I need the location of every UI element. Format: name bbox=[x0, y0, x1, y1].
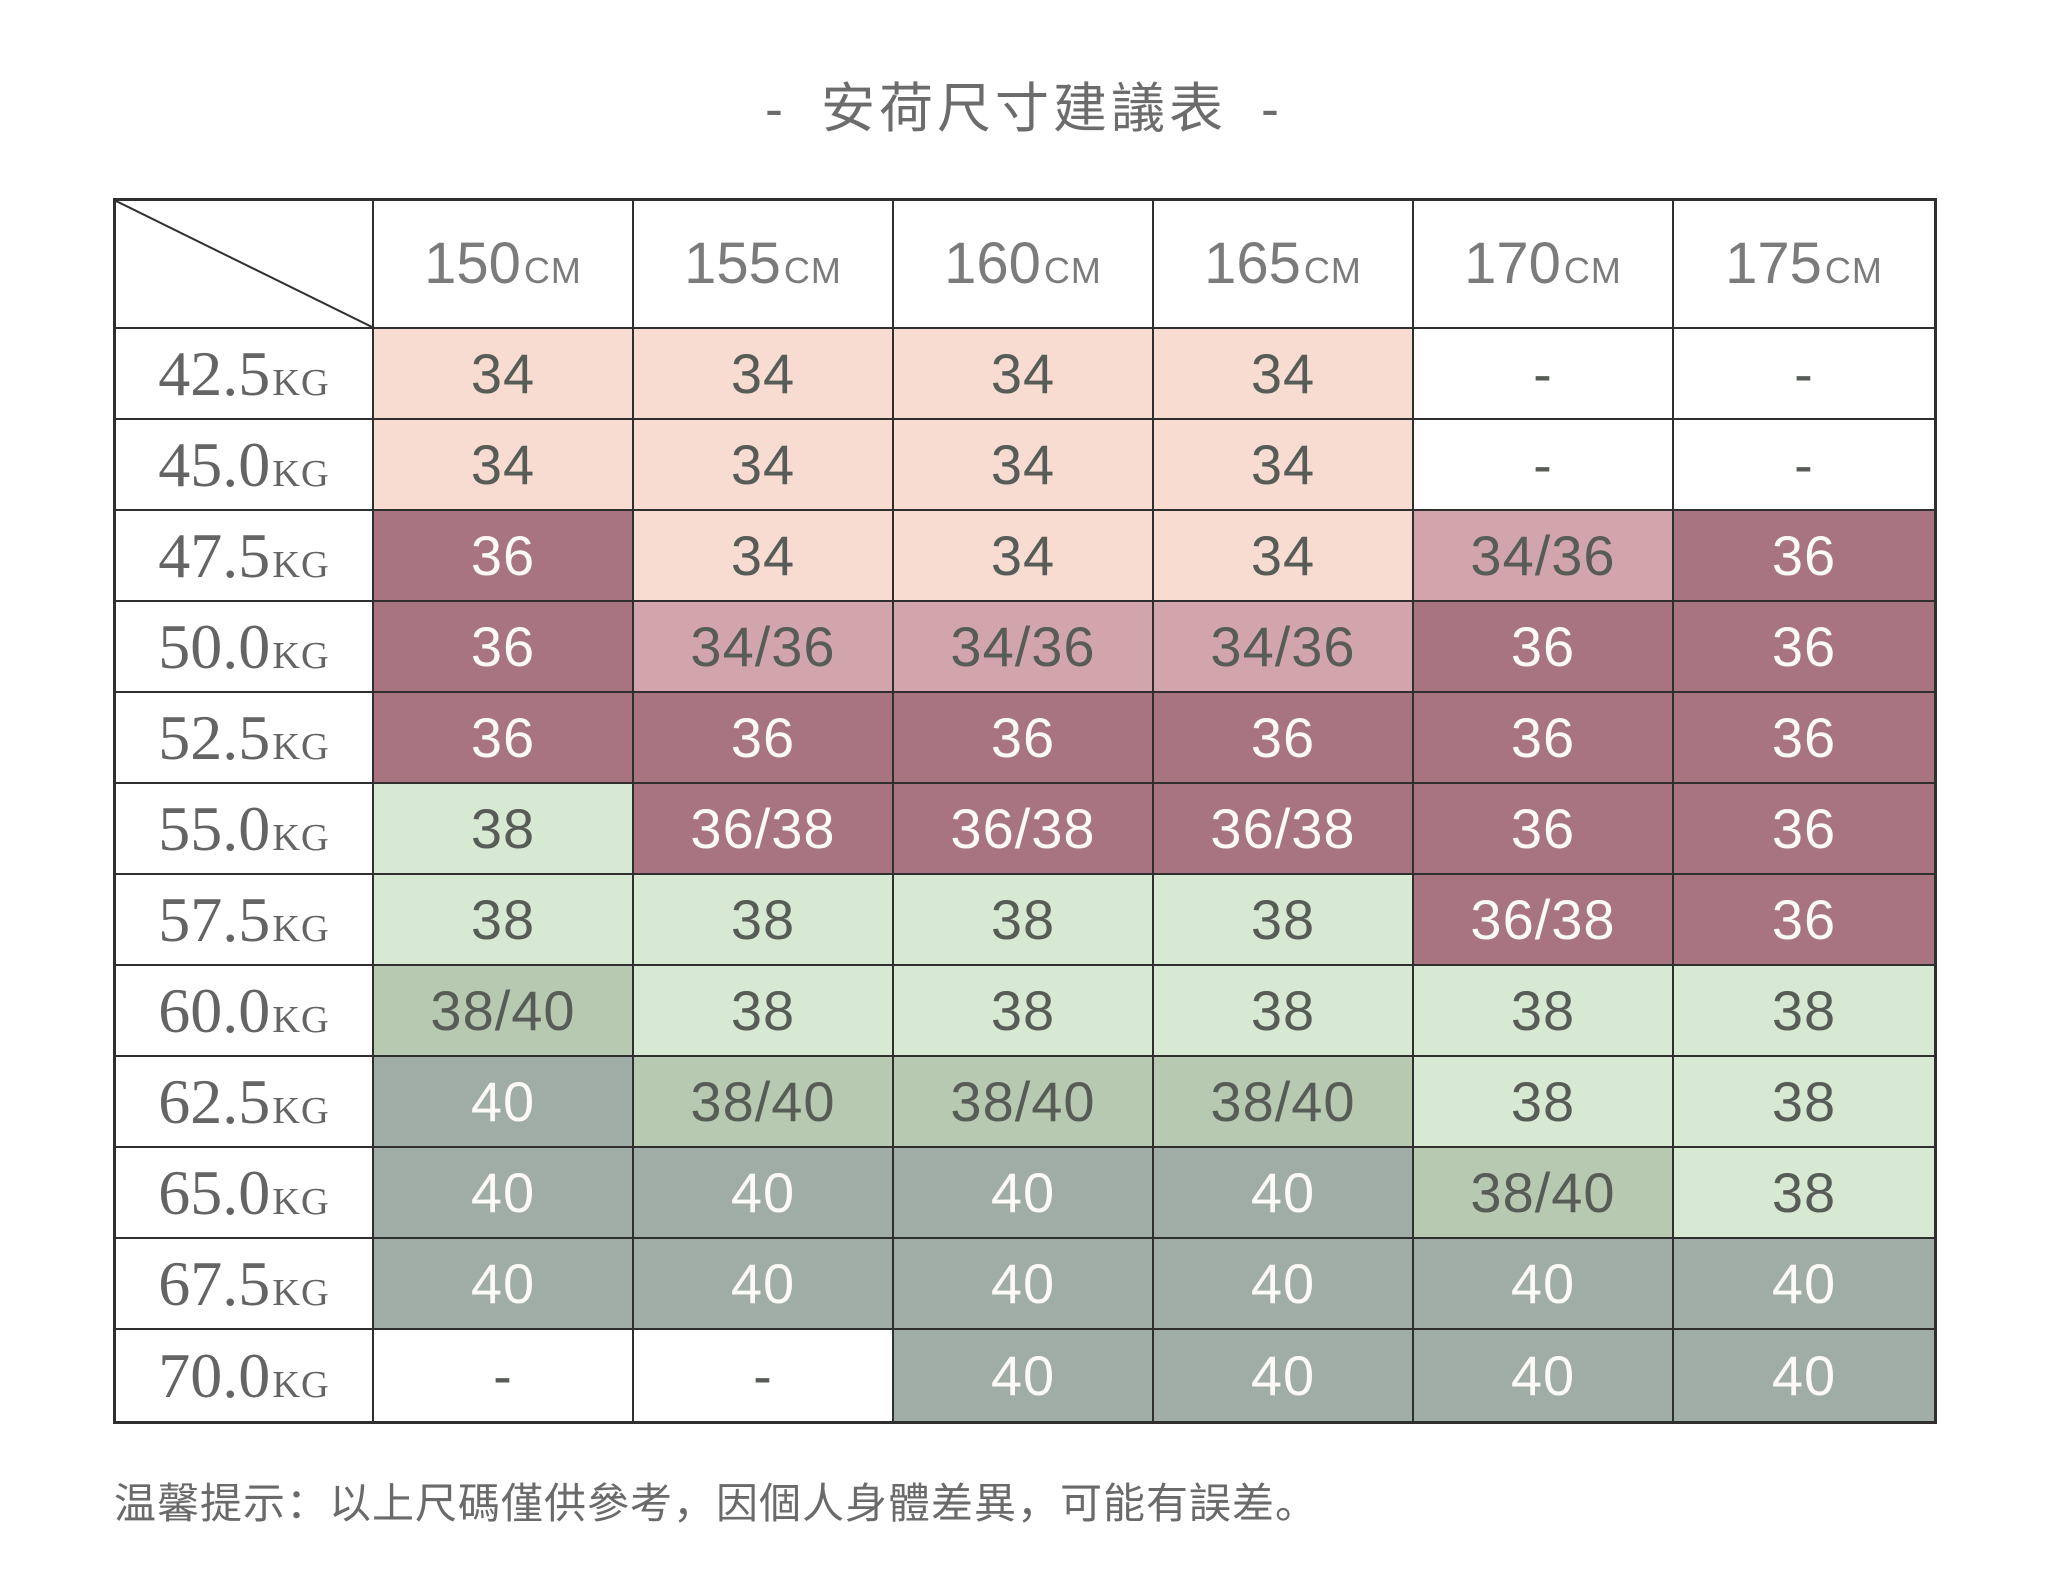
col-header: 170CM bbox=[1414, 201, 1674, 329]
row-header: 62.5KG bbox=[116, 1057, 374, 1148]
row-header: 42.5KG bbox=[116, 329, 374, 420]
size-cell: 36 bbox=[1414, 784, 1674, 875]
size-cell: 40 bbox=[1154, 1239, 1414, 1330]
size-cell: 38/40 bbox=[894, 1057, 1154, 1148]
size-cell: 40 bbox=[1154, 1330, 1414, 1421]
size-cell: 36 bbox=[374, 511, 634, 602]
size-cell: - bbox=[1414, 420, 1674, 511]
size-cell: 38 bbox=[1674, 1057, 1934, 1148]
size-cell: 34/36 bbox=[1414, 511, 1674, 602]
size-cell: 34 bbox=[374, 420, 634, 511]
col-header: 155CM bbox=[634, 201, 894, 329]
size-cell: 38 bbox=[1674, 1148, 1934, 1239]
size-cell: - bbox=[634, 1330, 894, 1421]
size-cell: 36 bbox=[1674, 875, 1934, 966]
size-cell: 36 bbox=[1414, 602, 1674, 693]
size-cell: 36 bbox=[1414, 693, 1674, 784]
row-header: 45.0KG bbox=[116, 420, 374, 511]
size-cell: 36 bbox=[1154, 693, 1414, 784]
size-cell: - bbox=[1414, 329, 1674, 420]
size-cell: 38 bbox=[634, 966, 894, 1057]
page-title: - 安荷尺寸建議表 - bbox=[0, 82, 2048, 136]
size-cell: 40 bbox=[894, 1239, 1154, 1330]
size-cell: 38 bbox=[894, 966, 1154, 1057]
size-cell: 34 bbox=[634, 420, 894, 511]
size-cell: 34 bbox=[1154, 420, 1414, 511]
size-cell: 36 bbox=[1674, 511, 1934, 602]
row-header: 67.5KG bbox=[116, 1239, 374, 1330]
size-cell: 38 bbox=[634, 875, 894, 966]
size-cell: 38 bbox=[1414, 966, 1674, 1057]
size-cell: 36/38 bbox=[634, 784, 894, 875]
row-header: 47.5KG bbox=[116, 511, 374, 602]
size-cell: 34 bbox=[894, 329, 1154, 420]
size-cell: 36 bbox=[1674, 784, 1934, 875]
size-cell: 40 bbox=[374, 1239, 634, 1330]
size-cell: 38 bbox=[1414, 1057, 1674, 1148]
size-cell: 36 bbox=[1674, 693, 1934, 784]
size-cell: 34 bbox=[634, 511, 894, 602]
size-cell: 34 bbox=[374, 329, 634, 420]
size-cell: 36 bbox=[634, 693, 894, 784]
size-cell: 40 bbox=[634, 1148, 894, 1239]
row-header: 60.0KG bbox=[116, 966, 374, 1057]
size-cell: 36 bbox=[374, 602, 634, 693]
size-cell: 36 bbox=[374, 693, 634, 784]
size-cell: 38 bbox=[374, 784, 634, 875]
col-header: 175CM bbox=[1674, 201, 1934, 329]
title-left-dash: - bbox=[765, 79, 787, 139]
size-cell: 36/38 bbox=[1154, 784, 1414, 875]
diagonal-line bbox=[116, 201, 372, 327]
size-cell: 40 bbox=[1674, 1239, 1934, 1330]
size-cell: 34 bbox=[894, 420, 1154, 511]
size-cell: 38 bbox=[1154, 966, 1414, 1057]
size-cell: 40 bbox=[1154, 1148, 1414, 1239]
size-cell: 40 bbox=[1414, 1330, 1674, 1421]
row-header: 70.0KG bbox=[116, 1330, 374, 1421]
size-cell: 36/38 bbox=[894, 784, 1154, 875]
size-cell: 40 bbox=[1414, 1239, 1674, 1330]
size-cell: - bbox=[374, 1330, 634, 1421]
size-cell: 40 bbox=[374, 1148, 634, 1239]
size-cell: 34 bbox=[1154, 329, 1414, 420]
col-header: 150CM bbox=[374, 201, 634, 329]
size-cell: 38/40 bbox=[1154, 1057, 1414, 1148]
col-header: 160CM bbox=[894, 201, 1154, 329]
size-table: 150CM 155CM 160CM 165CM 170CM 175CM 42.5KG 34 34… bbox=[113, 198, 1937, 1424]
size-cell: 40 bbox=[1674, 1330, 1934, 1421]
row-header: 55.0KG bbox=[116, 784, 374, 875]
size-cell: 38 bbox=[1154, 875, 1414, 966]
size-cell: 40 bbox=[634, 1239, 894, 1330]
size-cell: 34 bbox=[634, 329, 894, 420]
size-cell: 40 bbox=[894, 1330, 1154, 1421]
col-header: 165CM bbox=[1154, 201, 1414, 329]
size-cell: 36 bbox=[1674, 602, 1934, 693]
size-cell: 40 bbox=[374, 1057, 634, 1148]
size-cell: 40 bbox=[894, 1148, 1154, 1239]
size-cell: 36 bbox=[894, 693, 1154, 784]
size-cell: 34/36 bbox=[894, 602, 1154, 693]
size-cell: 38/40 bbox=[374, 966, 634, 1057]
size-cell: - bbox=[1674, 329, 1934, 420]
size-cell: 34/36 bbox=[1154, 602, 1414, 693]
size-cell: 36/38 bbox=[1414, 875, 1674, 966]
row-header: 57.5KG bbox=[116, 875, 374, 966]
size-cell: 38 bbox=[1674, 966, 1934, 1057]
size-cell: 34 bbox=[1154, 511, 1414, 602]
size-cell: 38/40 bbox=[1414, 1148, 1674, 1239]
corner-cell bbox=[116, 201, 374, 329]
row-header: 65.0KG bbox=[116, 1148, 374, 1239]
size-cell: 38 bbox=[374, 875, 634, 966]
row-header: 52.5KG bbox=[116, 693, 374, 784]
size-cell: 34/36 bbox=[634, 602, 894, 693]
size-cell: - bbox=[1674, 420, 1934, 511]
size-cell: 38 bbox=[894, 875, 1154, 966]
title-text: 安荷尺寸建議表 bbox=[821, 79, 1227, 139]
size-cell: 34 bbox=[894, 511, 1154, 602]
footer-note: 温馨提示：以上尺碼僅供參考，因個人身體差異，可能有誤差。 bbox=[114, 1480, 1319, 1527]
size-cell: 38/40 bbox=[634, 1057, 894, 1148]
title-right-dash: - bbox=[1261, 79, 1283, 139]
row-header: 50.0KG bbox=[116, 602, 374, 693]
